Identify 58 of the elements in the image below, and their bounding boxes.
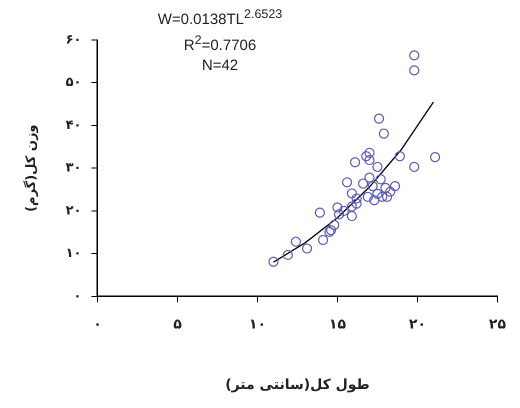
point [358, 178, 368, 189]
point [361, 151, 372, 162]
point [372, 188, 383, 199]
point [409, 162, 420, 172]
point [378, 128, 389, 139]
point [346, 188, 357, 199]
point [364, 148, 375, 158]
point [364, 154, 375, 166]
point [352, 193, 362, 204]
annotation: R$^{2}$=0.7706 [182, 32, 258, 56]
point [350, 157, 360, 168]
y-tick-label: ۳۰ [66, 160, 82, 176]
point [329, 220, 340, 230]
point [346, 202, 357, 212]
x-tick-label: ۲۵ [488, 316, 506, 332]
point [302, 243, 312, 254]
point [376, 174, 386, 184]
point [374, 114, 384, 124]
point [282, 250, 293, 260]
point [268, 256, 279, 267]
point [368, 181, 378, 192]
text: W=0.0138TL$^{2.6523}$ [156, 6, 284, 30]
annotation: N=42 [200, 56, 240, 76]
point [338, 206, 349, 216]
x-tick-label: ۱۵ [328, 316, 346, 332]
y-tick-label: ۶۰ [66, 32, 82, 48]
y-tick-label: ۲۰ [66, 203, 82, 218]
point [364, 172, 375, 183]
x-tick-label: ۲۰ [408, 316, 426, 332]
point [377, 192, 388, 202]
point [332, 202, 343, 213]
point [346, 210, 357, 222]
x-tick-label: ۱۰ [248, 316, 266, 332]
point [318, 234, 328, 246]
point [380, 182, 391, 193]
x-tick-label: ۰ [93, 316, 102, 332]
point [385, 186, 396, 197]
point [334, 209, 344, 220]
point [382, 192, 392, 202]
point [290, 236, 301, 247]
x-axis-title: طول کل(سانتی متر) [225, 377, 370, 394]
point [314, 208, 325, 218]
y-tick-label: ۴۰ [66, 118, 82, 133]
y-tick-label: ۱۰ [66, 246, 82, 262]
point [362, 192, 373, 202]
point [390, 181, 400, 192]
point [394, 151, 405, 162]
x-tick-label: ۵ [173, 316, 182, 332]
y-axis-title: وزن کل(گرم) [23, 124, 40, 212]
y-tick-label: ۰ [74, 288, 82, 304]
point [369, 195, 380, 206]
point [430, 152, 440, 162]
point [352, 198, 362, 209]
point [372, 162, 383, 172]
point [342, 177, 352, 188]
point [409, 65, 420, 76]
point [409, 50, 420, 60]
y-tick-label: ۵۰ [66, 75, 82, 90]
